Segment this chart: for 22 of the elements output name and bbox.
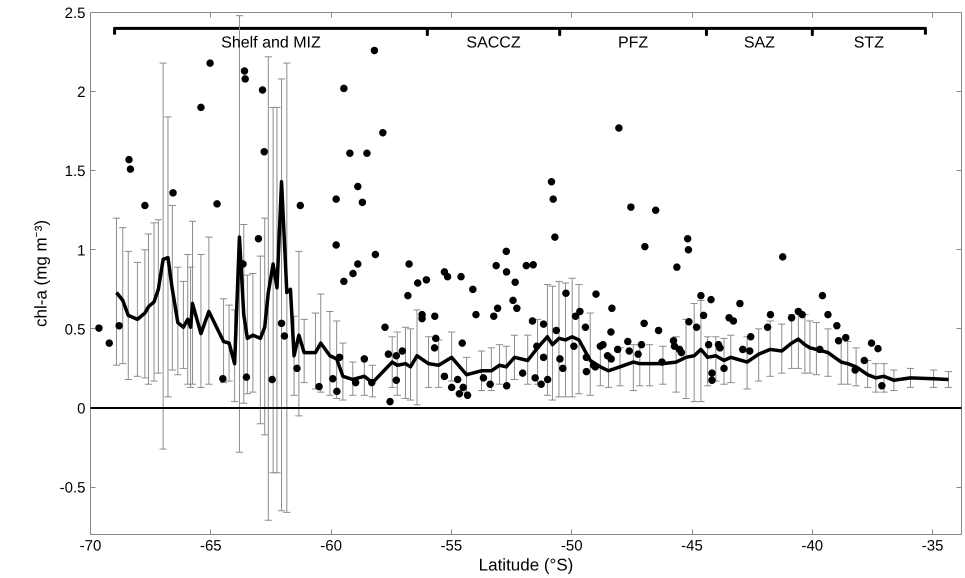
x-tick-label: -50 (560, 538, 583, 554)
x-tick-label: -40 (801, 538, 824, 554)
y-tick-label: 0.5 (64, 321, 86, 338)
annotation: STZ (854, 34, 884, 52)
annotation: Shelf and MIZ (221, 34, 321, 52)
x-tick-label: -55 (440, 538, 462, 554)
annotation: PFZ (618, 34, 648, 52)
y-tick-label: 1.5 (64, 163, 86, 180)
y-tick-label: -0.5 (60, 480, 86, 497)
annotation: SACCZ (466, 34, 521, 52)
x-tick-label: -45 (681, 538, 703, 554)
y-tick-label: 2.5 (64, 5, 86, 22)
y-tick-label: 0 (77, 400, 86, 418)
x-tick-label: -70 (80, 538, 102, 554)
y-tick-label: 1 (77, 242, 86, 260)
y-axis-title: chl-a (mg m⁻³) (32, 220, 51, 328)
y-tick-label: 2 (77, 84, 86, 102)
annotation: SAZ (744, 34, 776, 52)
x-tick-label: -65 (200, 538, 222, 554)
x-axis-title: Latitude (°S) (478, 556, 574, 574)
x-tick-label: -35 (922, 538, 944, 554)
x-tick-label: -60 (320, 538, 342, 554)
